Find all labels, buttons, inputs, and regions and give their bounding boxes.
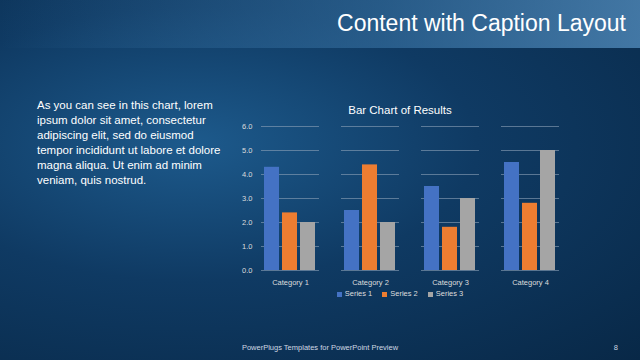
html-text:As you can see in this chart,: As you can see in this chart, lorem ipsu…: [37, 99, 221, 186]
svg-text:4.0: 4.0: [242, 170, 252, 179]
html-text:PowerPlugs Templates for Power: PowerPlugs Templates for PowerPoint Prev…: [241, 343, 399, 352]
html-text:Series 1: Series 1: [344, 289, 373, 298]
svg-text:2.0: 2.0: [242, 218, 252, 227]
svg-text:6.0: 6.0: [242, 122, 252, 131]
svg-text:3.0: 3.0: [242, 194, 252, 203]
html-text:8: 8: [613, 343, 618, 352]
svg-text:Category 1: Category 1: [272, 278, 309, 287]
svg-text:0.0: 0.0: [242, 266, 252, 275]
html-text:Series 3: Series 3: [435, 289, 464, 298]
svg-text:Category 4: Category 4: [512, 278, 549, 287]
svg-text:5.0: 5.0: [242, 146, 252, 155]
svg-text:1.0: 1.0: [242, 242, 252, 251]
svg-text:Category 2: Category 2: [352, 278, 389, 287]
html-text:Bar Chart of Results: Bar Chart of Results: [348, 104, 452, 116]
html-text:Content with Caption Layout: Content with Caption Layout: [337, 10, 626, 36]
svg-text:Category 3: Category 3: [432, 278, 469, 287]
html-text:Series 2: Series 2: [390, 289, 418, 298]
